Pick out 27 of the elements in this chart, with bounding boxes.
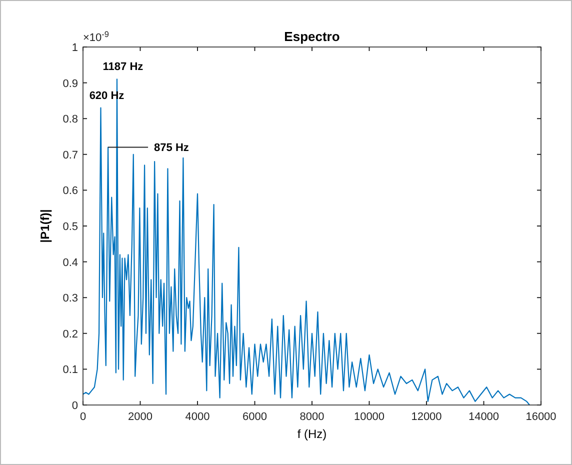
annotation: 1187 Hz [102,61,144,74]
y-tick-label: 0.8 [62,114,78,126]
y-tick-label: 0 [72,400,78,412]
y-tick-label: 0.3 [62,292,78,305]
line-series [82,78,530,406]
x-tick-label: 0 [80,411,86,423]
y-tick-label: 0.2 [62,328,78,340]
x-tick-label: 2000 [128,411,152,423]
y-axis-title: |P1(f)| [38,209,52,243]
annotation: 875 Hz [154,142,190,154]
y-tick-label: 0.1 [62,364,78,376]
text: ×10$^{-9}$ [83,30,110,44]
x-tick-label: 4000 [185,411,210,423]
y-tick-label: 0.7 [62,149,78,162]
y-tick-label: 0.4 [62,256,78,269]
x-tick-label: 12000 [411,411,442,423]
y-tick-label: 0.6 [62,185,78,198]
x-axis-title: f (Hz) [297,427,327,441]
y-tick-label: 0.9 [62,78,78,90]
x-tick-label: 16000 [526,411,556,423]
x-tick-label: 14000 [468,411,500,423]
x-tick-label: 6000 [242,411,267,423]
chart-title: Espectro [284,29,340,44]
x-tick-label: 8000 [300,411,324,423]
x-tick-label: 10000 [354,411,385,423]
y-tick-label: 0.5 [62,221,78,233]
y-tick-label: 1 [72,42,78,54]
